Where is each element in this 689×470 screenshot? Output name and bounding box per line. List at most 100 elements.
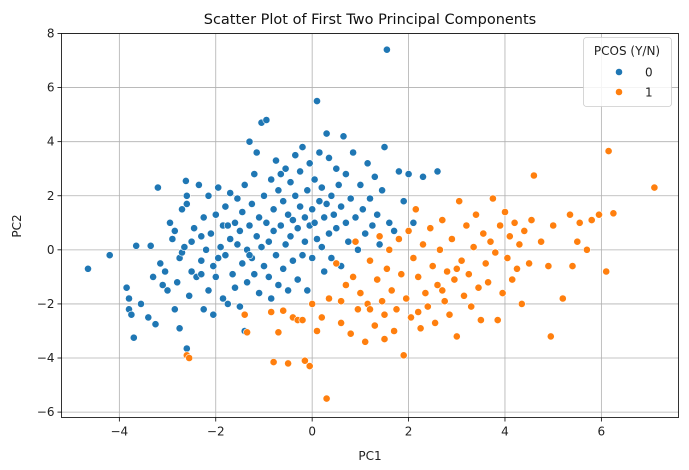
scatter-point-class-0 [199,305,208,314]
scatter-point-class-1 [455,197,464,206]
scatter-point-class-1 [452,332,461,341]
scatter-point-class-0 [228,270,237,279]
scatter-point-class-0 [272,156,280,165]
scatter-point-class-0 [262,218,271,227]
scatter-point-class-1 [481,259,490,268]
scatter-point-class-1 [298,316,307,324]
scatter-point-class-1 [428,262,437,270]
scatter-point-class-0 [122,283,131,292]
scatter-point-class-0 [332,164,341,173]
x-tick-label: 2 [405,425,413,439]
scatter-point-class-1 [394,235,403,243]
scatter-point-class-0 [146,241,155,250]
scatter-point-class-1 [390,327,398,335]
scatter-point-class-0 [305,159,314,168]
scatter-point-class-1 [269,358,278,366]
scatter-point-class-1 [382,264,391,273]
scatter-point-class-0 [209,310,218,319]
scatter-point-class-0 [385,218,394,227]
x-tick-label: −4 [110,425,128,439]
scatter-point-class-0 [250,270,259,279]
scatter-point-class-0 [353,245,362,254]
scatter-point-class-0 [221,251,230,260]
scatter-point-class-0 [238,259,247,268]
scatter-point-class-0 [221,202,230,211]
legend-marker-0 [615,68,623,76]
scatter-point-class-1 [491,248,500,257]
scatter-point-class-1 [498,289,507,297]
scatter-point-class-0 [300,213,309,222]
scatter-point-class-1 [510,218,519,227]
scatter-point-class-0 [327,254,336,262]
x-axis-ticks: −4 −2 0 2 4 6 [110,417,605,439]
scatter-point-class-0 [129,333,138,342]
scatter-point-class-0 [433,167,442,176]
scatter-point-class-1 [416,324,425,333]
scatter-point-class-0 [269,205,278,214]
scatter-point-class-0 [317,243,326,251]
scatter-point-class-0 [182,344,191,353]
y-tick-label: −6 [37,405,55,419]
scatter-point-class-1 [447,235,456,243]
scatter-point-class-1 [346,329,355,338]
scatter-point-class-0 [339,132,348,141]
scatter-point-class-0 [204,191,213,200]
scatter-point-class-0 [325,153,333,162]
scatter-point-class-0 [298,143,307,151]
scatter-point-class-0 [180,243,189,251]
scatter-point-class-1 [361,337,370,346]
scatter-point-class-1 [650,183,659,192]
scatter-point-class-1 [419,240,427,249]
scatter-point-class-0 [252,232,261,241]
scatter-point-class-0 [320,267,329,276]
scatter-point-class-1 [503,254,512,262]
scatter-point-class-0 [252,148,261,157]
x-tick-label: 0 [308,425,316,439]
scatter-point-class-1 [433,281,442,289]
scatter-point-class-1 [513,264,521,273]
scatter-point-class-0 [327,191,336,200]
scatter-point-class-0 [175,324,184,333]
scatter-point-class-1 [476,316,485,324]
scatter-point-class-1 [595,210,603,219]
scatter-point-class-1 [397,270,406,279]
scatter-point-class-1 [380,310,389,319]
scatter-point-class-0 [322,199,331,208]
scatter-point-class-1 [573,237,582,246]
legend-entry-1: 1 [645,86,653,100]
scatter-point-class-1 [373,275,382,284]
scatter-point-class-0 [187,237,196,246]
scatter-point-class-0 [281,240,290,249]
scatter-point-class-0 [151,320,160,329]
scatter-point-class-0 [161,267,169,276]
scatter-point-class-0 [231,218,239,227]
scatter-point-class-0 [178,205,186,214]
scatter-point-class-1 [508,275,517,284]
scatter-point-class-1 [305,362,314,370]
scatter-point-class-1 [387,286,396,295]
scatter-point-class-1 [479,229,488,238]
scatter-point-class-1 [464,270,473,279]
chart-title: Scatter Plot of First Two Principal Comp… [204,12,537,28]
scatter-point-class-1 [402,294,411,303]
scatter-point-class-0 [361,229,370,238]
legend-box [583,37,672,107]
scatter-point-class-0 [158,281,167,289]
scatter-point-class-0 [233,240,242,249]
scatter-point-class-0 [288,216,297,224]
scatter-point-class-1 [366,305,374,314]
scatter-point-class-0 [243,278,251,287]
scatter-point-class-0 [149,272,157,281]
scatter-point-class-1 [349,272,357,281]
legend-entry-0: 0 [645,66,653,80]
scatter-point-class-0 [211,210,220,219]
scatter-point-class-0 [370,172,379,181]
scatter-point-class-0 [255,289,263,297]
scatter-point-class-0 [235,226,244,235]
y-tick-label: 6 [47,81,55,95]
scatter-point-class-0 [272,251,280,260]
scatter-point-class-1 [404,226,413,235]
scatter-point-class-0 [240,180,249,189]
scatter-point-class-0 [382,45,391,54]
